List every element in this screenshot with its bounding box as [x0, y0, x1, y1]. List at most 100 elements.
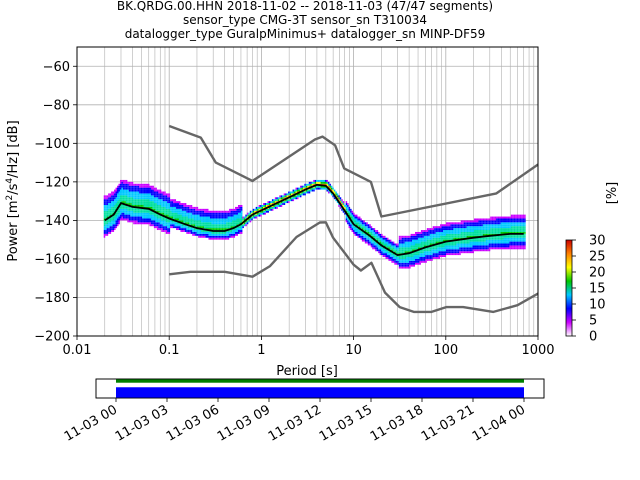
density-cell: [429, 249, 432, 252]
density-cell: [448, 237, 451, 240]
density-cell: [379, 235, 382, 238]
density-cell: [158, 226, 160, 229]
density-cell: [369, 230, 371, 232]
density-cell: [463, 251, 466, 254]
density-cell: [317, 185, 320, 188]
density-cell: [454, 245, 457, 248]
density-cell: [419, 260, 421, 263]
density-cell: [260, 212, 262, 215]
density-cell: [236, 220, 238, 223]
density-cell: [513, 247, 516, 250]
density-cell: [410, 237, 413, 240]
density-cell: [460, 226, 463, 229]
density-cell: [509, 222, 511, 225]
density-cell: [199, 216, 202, 219]
density-cell: [475, 245, 477, 248]
density-cell: [111, 208, 113, 211]
density-cell: [445, 237, 448, 240]
density-cell: [207, 235, 209, 238]
density-cell: [466, 233, 469, 236]
density-cell: [509, 233, 511, 236]
density-cell: [271, 208, 274, 211]
density-cell: [448, 233, 451, 236]
density-cell: [435, 241, 438, 244]
density-cell: [431, 243, 433, 246]
density-cell: [152, 189, 154, 192]
density-cell: [415, 231, 417, 234]
density-cell: [133, 212, 135, 215]
density-cell: [158, 189, 160, 192]
density-cell: [230, 212, 233, 215]
density-cell: [499, 224, 501, 227]
density-cell: [384, 243, 386, 246]
density-cell: [389, 255, 392, 258]
density-cell: [223, 224, 225, 227]
plot-frame: [76, 46, 539, 337]
density-cell: [516, 235, 519, 238]
density-cell: [105, 222, 107, 225]
density-cell: [133, 208, 135, 211]
density-cell: [481, 241, 483, 244]
density-cell: [451, 233, 454, 236]
density-cell: [407, 260, 410, 263]
density-cell: [518, 239, 520, 242]
density-cell: [198, 210, 200, 213]
density-cell: [196, 216, 199, 219]
density-cell: [323, 179, 326, 182]
density-cell: [444, 235, 446, 238]
density-cell: [190, 222, 193, 225]
density-cell: [313, 187, 315, 190]
density-cell: [295, 197, 297, 200]
density-cell: [447, 249, 449, 252]
density-cell: [140, 193, 143, 196]
density-cell: [415, 251, 417, 254]
density-cell: [364, 226, 367, 229]
density-cell: [295, 191, 297, 194]
density-cell: [136, 204, 138, 207]
density-cell: [450, 226, 452, 229]
density-cell: [447, 231, 449, 234]
density-cell: [146, 214, 148, 217]
density-cell: [105, 197, 107, 200]
density-cell: [223, 228, 225, 231]
density-cell: [450, 249, 452, 252]
density-cell: [479, 233, 482, 236]
density-cell: [170, 199, 172, 202]
density-cell: [410, 249, 413, 252]
density-cell: [109, 228, 112, 231]
density-cell: [515, 237, 517, 240]
density-cell: [146, 185, 148, 188]
density-cell: [426, 258, 429, 261]
density-cell: [209, 224, 212, 227]
density-cell: [236, 208, 238, 211]
density-cell: [233, 212, 236, 215]
density-cell: [147, 218, 150, 221]
density-cell: [425, 230, 427, 232]
density-cell: [221, 220, 224, 223]
density-cell: [153, 203, 156, 205]
density-cell: [493, 241, 495, 244]
density-cell: [440, 239, 442, 242]
density-cell: [274, 201, 277, 204]
density-cell: [223, 235, 225, 238]
density-cell: [406, 260, 408, 263]
density-cell: [211, 218, 213, 221]
density-cell: [475, 233, 477, 236]
density-cell: [108, 230, 110, 232]
density-cell: [149, 220, 151, 223]
density-cell: [142, 199, 144, 202]
density-cell: [496, 243, 498, 246]
density-cell: [209, 220, 212, 223]
density-cell: [237, 208, 240, 211]
density-cell: [296, 189, 299, 192]
density-cell: [209, 212, 212, 215]
density-cell: [506, 220, 508, 223]
density-cell: [487, 231, 489, 234]
density-cell: [389, 243, 392, 246]
density-cell: [313, 181, 315, 184]
density-cell: [416, 243, 418, 246]
density-cell: [320, 185, 323, 188]
density-cell: [358, 224, 361, 227]
density-cell: [289, 191, 292, 194]
density-cell: [522, 220, 525, 223]
